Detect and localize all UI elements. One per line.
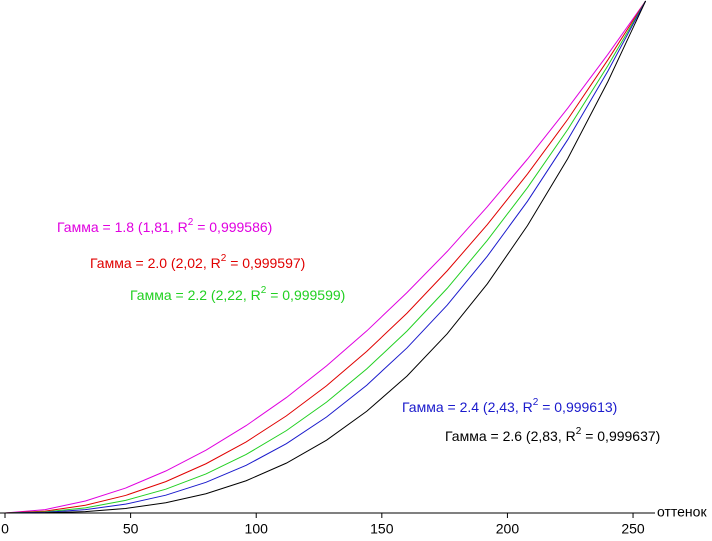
x-tick-label: 150 bbox=[370, 521, 394, 537]
annotation-detail: (1,81, R bbox=[134, 219, 188, 235]
series-line bbox=[4, 0, 647, 514]
annotation: Гамма = 2.0 (2,02, R2 = 0,999597) bbox=[90, 253, 305, 271]
series-line bbox=[4, 0, 647, 514]
annotation: Гамма = 2.6 (2,83, R2 = 0,999637) bbox=[445, 426, 660, 444]
annotation-sup: 2 bbox=[261, 285, 267, 296]
annotation-detail: (2,02, R bbox=[167, 255, 221, 271]
annotation-sup: 2 bbox=[576, 426, 582, 437]
annotation: Гамма = 2.4 (2,43, R2 = 0,999613) bbox=[402, 397, 617, 415]
annotation-name: Гамма = 2.4 bbox=[402, 399, 479, 415]
series-line bbox=[4, 0, 647, 514]
x-tick-label: 0 bbox=[1, 521, 9, 537]
annotation-rest: = 0,999637) bbox=[581, 428, 660, 444]
annotation-detail: (2,22, R bbox=[207, 287, 261, 303]
annotation-name: Гамма = 2.6 bbox=[445, 428, 522, 444]
series-line bbox=[4, 0, 647, 514]
annotation-detail: (2,83, R bbox=[522, 428, 576, 444]
annotation-sup: 2 bbox=[533, 397, 539, 408]
annotation-sup: 2 bbox=[221, 253, 227, 264]
annotation-sup: 2 bbox=[188, 217, 194, 228]
annotation-rest: = 0,999597) bbox=[226, 255, 305, 271]
x-tick-label: 250 bbox=[621, 521, 645, 537]
annotation-rest: = 0,999613) bbox=[538, 399, 617, 415]
annotation-rest: = 0,999586) bbox=[193, 219, 272, 235]
x-tick-label: 200 bbox=[496, 521, 520, 537]
annotation-name: Гамма = 2.2 bbox=[130, 287, 207, 303]
annotation-detail: (2,43, R bbox=[479, 399, 533, 415]
series-line bbox=[4, 0, 647, 514]
annotation-rest: = 0,999599) bbox=[266, 287, 345, 303]
x-tick-label: 100 bbox=[245, 521, 269, 537]
annotation-name: Гамма = 1.8 bbox=[57, 219, 134, 235]
x-axis-label: оттенок bbox=[657, 504, 707, 520]
annotation-name: Гамма = 2.0 bbox=[90, 255, 167, 271]
x-tick-label: 50 bbox=[123, 521, 139, 537]
annotation: Гамма = 1.8 (1,81, R2 = 0,999586) bbox=[57, 217, 272, 235]
annotation: Гамма = 2.2 (2,22, R2 = 0,999599) bbox=[130, 285, 345, 303]
